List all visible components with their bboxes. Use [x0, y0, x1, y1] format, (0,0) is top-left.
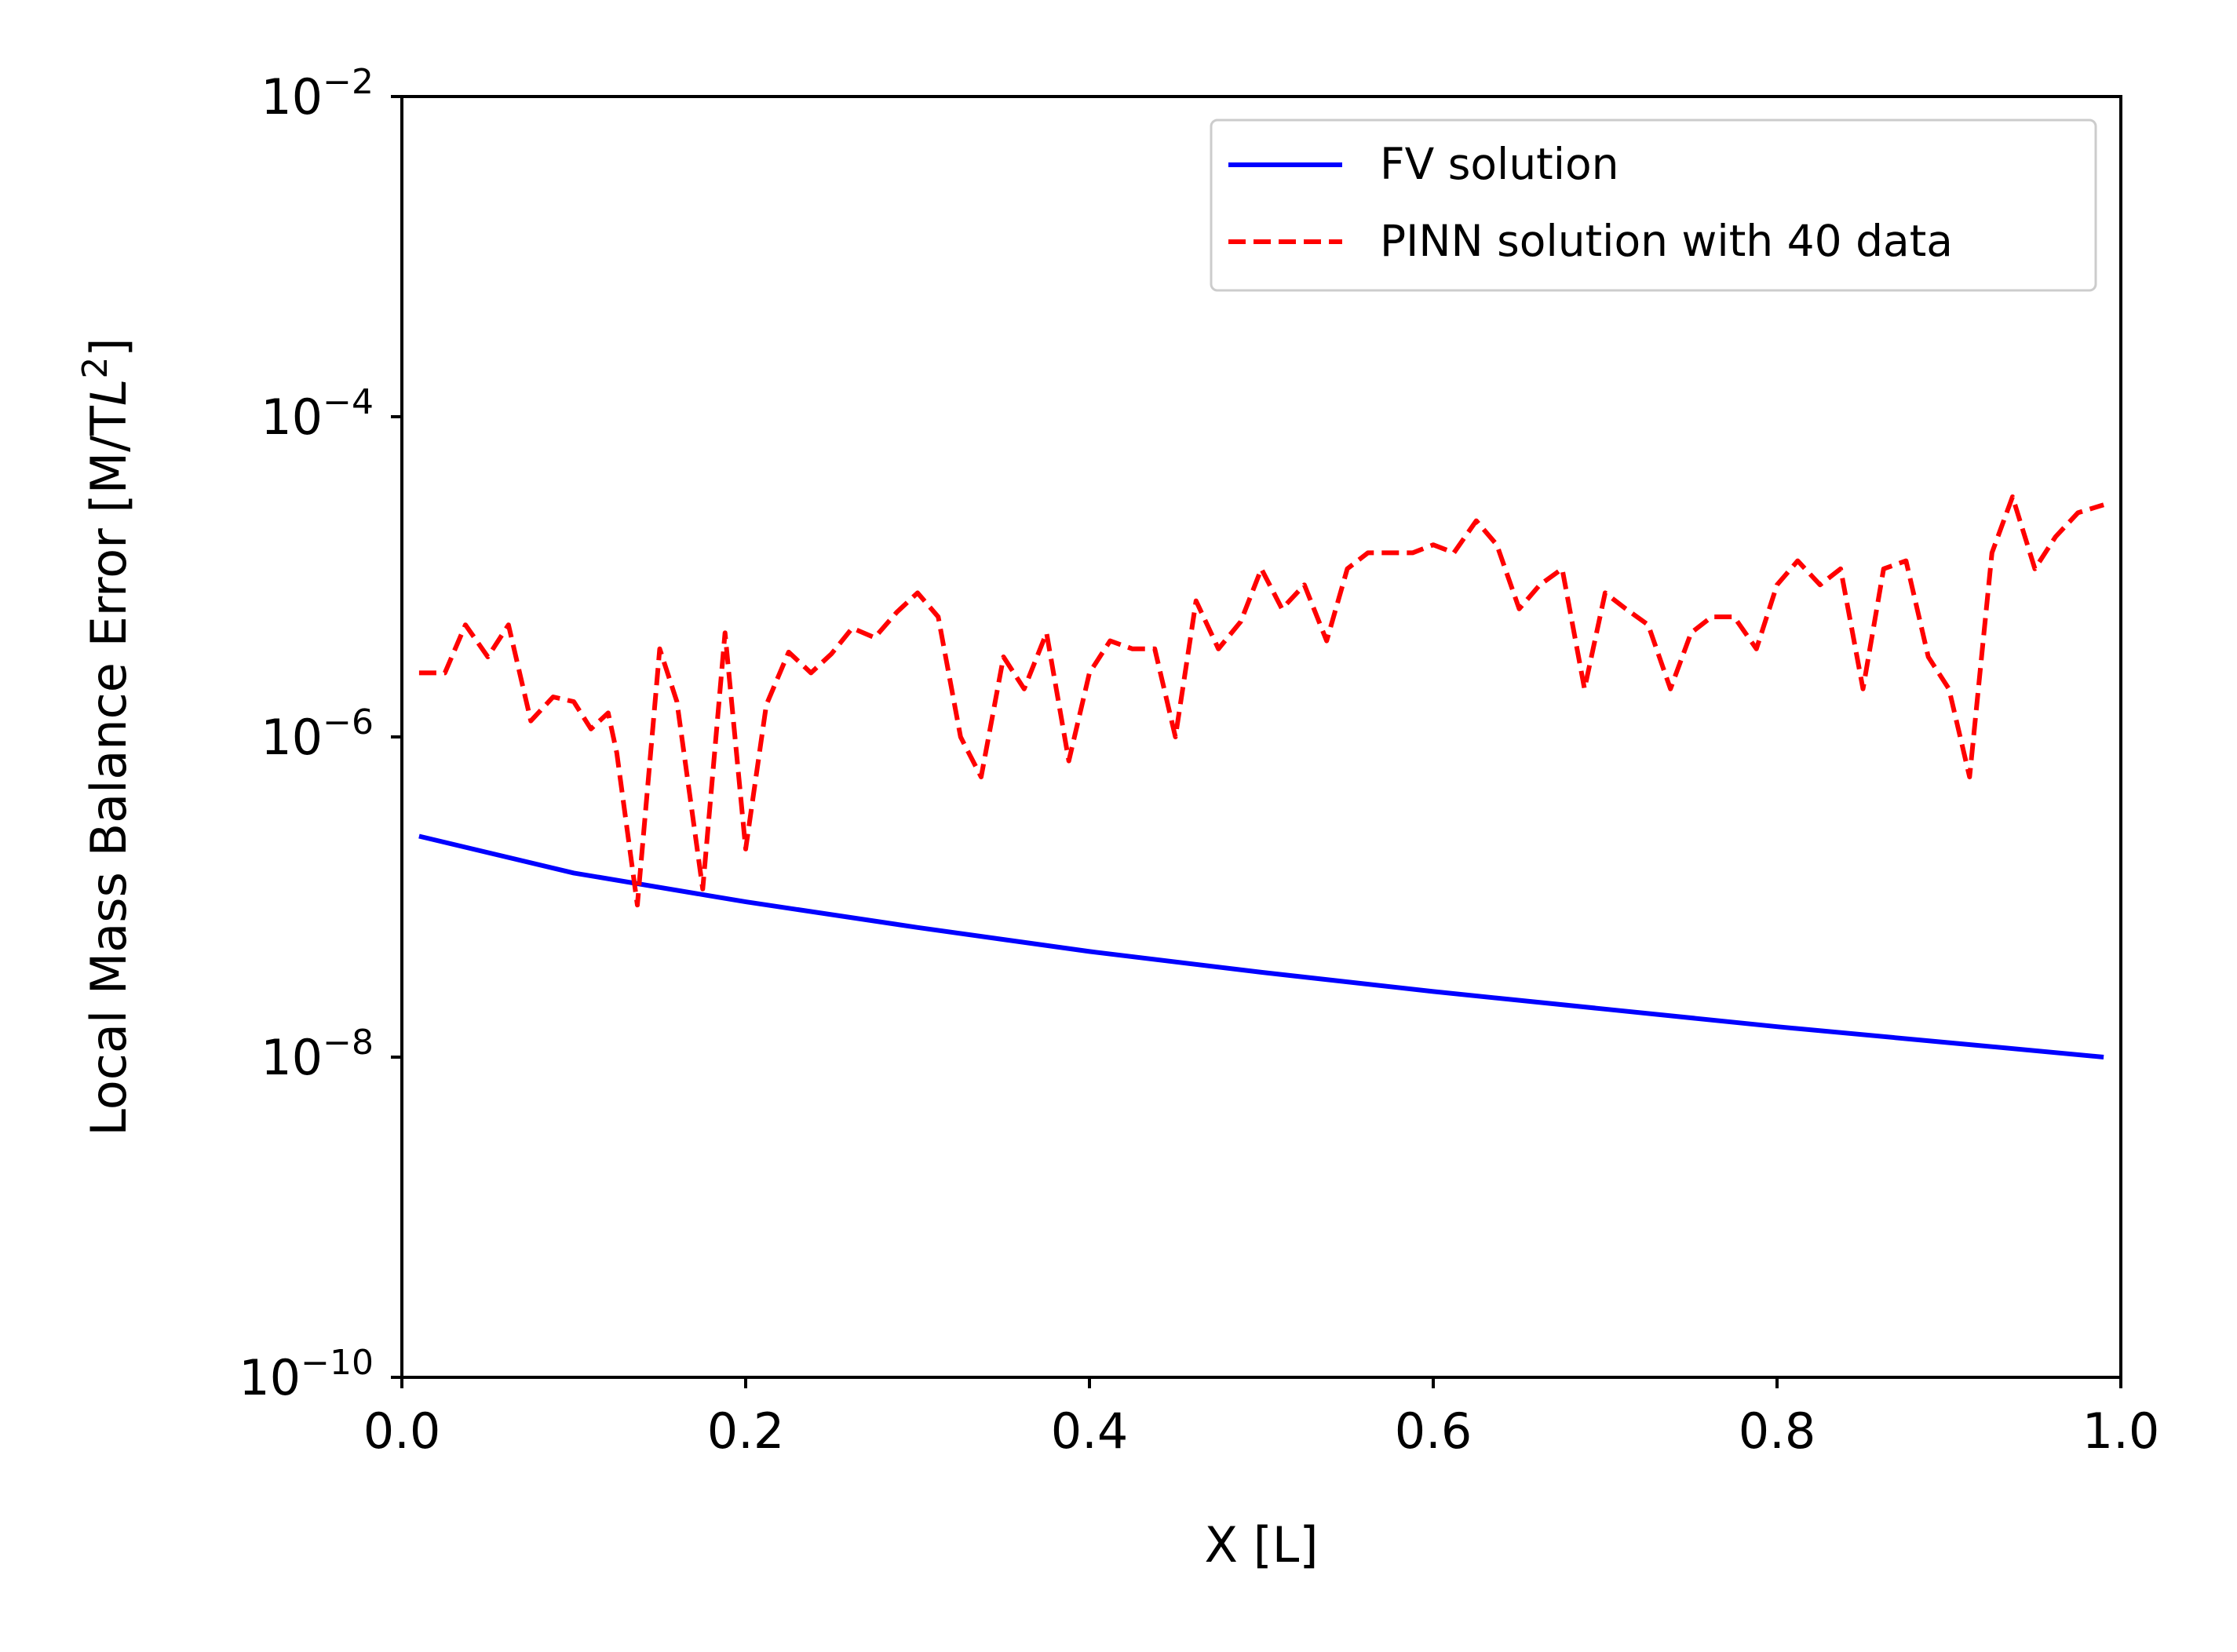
legend-label-fv: FV solution	[1380, 139, 1619, 189]
x-tick-label: 0.2	[707, 1402, 785, 1460]
x-tick-label: 0.6	[1395, 1402, 1472, 1460]
x-tick-label: 0.8	[1739, 1402, 1816, 1460]
y-tick-label: 10−4	[261, 382, 374, 446]
x-tick-label: 0.4	[1051, 1402, 1129, 1460]
axis-ticks: 0.0 0.2 0.4 0.6 0.8 1.0 10−10 10−8 10−6 10−4 10−2	[239, 62, 2159, 1460]
plot-frame	[400, 95, 2122, 1379]
x-tick-label: 1.0	[2082, 1402, 2160, 1460]
series-line-pinn	[418, 494, 2104, 908]
x-tick-label: 0.0	[363, 1402, 441, 1460]
y-axis-label: Local Mass Balance Error [M/TL2]	[75, 337, 137, 1136]
legend-label-pinn: PINN solution with 40 data	[1380, 216, 1953, 266]
series-line-fv	[418, 833, 2104, 1059]
x-axis-label: X [L]	[1204, 1516, 1318, 1574]
legend-box	[1210, 119, 2097, 292]
y-tick-label: 10−2	[261, 62, 374, 126]
y-tick-label: 10−6	[261, 702, 374, 766]
y-tick-label: 10−10	[239, 1343, 374, 1406]
legend: FV solution PINN solution with 40 data	[1210, 119, 2097, 292]
y-tick-label: 10−8	[261, 1023, 374, 1086]
series-lines	[418, 494, 2104, 1059]
